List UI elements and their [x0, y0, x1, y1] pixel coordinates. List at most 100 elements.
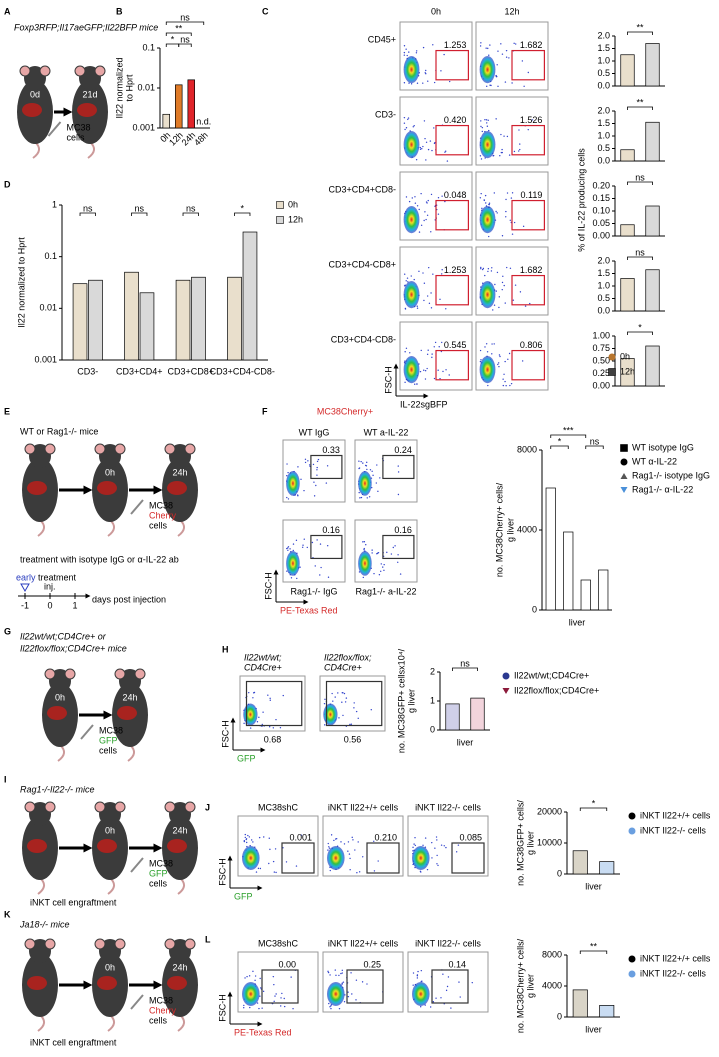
- flow-event: [514, 284, 517, 286]
- legend-label: 0h: [288, 199, 298, 209]
- flow-event: [485, 202, 487, 204]
- mouse-liver: [97, 839, 117, 853]
- flow-event: [440, 997, 442, 999]
- plot-label: iNKT Il22+/+ cells: [328, 802, 399, 812]
- bar: [620, 224, 635, 237]
- flow-event: [303, 489, 305, 492]
- flow-event: [272, 727, 275, 729]
- flow-event: [440, 350, 443, 353]
- flow-event: [359, 497, 361, 499]
- flow-event: [248, 836, 251, 838]
- flow-event: [480, 120, 482, 122]
- flow-event: [343, 1001, 346, 1003]
- panel-letter: K: [4, 909, 11, 919]
- flow-event: [311, 541, 314, 544]
- flow-event: [355, 999, 357, 1001]
- flow-event: [292, 1008, 294, 1010]
- flow-event: [272, 860, 275, 863]
- flow-event: [442, 370, 444, 373]
- flow-event: [499, 155, 501, 157]
- flow-event: [259, 867, 262, 870]
- flow-event: [487, 384, 489, 387]
- bar: [645, 43, 660, 87]
- legend-marker: [608, 368, 616, 376]
- legend-marker: [620, 473, 628, 479]
- syringe: [130, 994, 144, 1010]
- mouse-liver: [47, 706, 67, 720]
- flow-event: [504, 302, 506, 304]
- flow-event: [497, 362, 500, 364]
- flow-event: [362, 856, 364, 858]
- flow-event: [491, 343, 493, 345]
- flow-event: [506, 266, 508, 269]
- time-label: 24h: [122, 692, 137, 702]
- significance-label: ns: [635, 172, 645, 182]
- flow-event: [482, 267, 485, 270]
- y-tick-label: 2: [430, 666, 435, 676]
- bar: [620, 54, 635, 87]
- flow-event: [496, 212, 498, 214]
- flow-event: [494, 283, 496, 286]
- flow-density: [479, 206, 496, 234]
- flow-event: [500, 133, 502, 136]
- flow-event: [416, 974, 419, 976]
- flow-event: [503, 373, 505, 375]
- flow-event: [524, 305, 527, 307]
- flow-event: [283, 1005, 286, 1008]
- flow-event: [492, 309, 494, 311]
- flow-event: [297, 495, 299, 497]
- bar: [645, 205, 660, 237]
- flow-event: [487, 268, 490, 270]
- flow-event: [347, 841, 350, 843]
- flow-event: [327, 970, 329, 973]
- plot-label: CD4Cre+: [324, 662, 362, 672]
- flow-gate: [382, 454, 415, 480]
- flow-event: [427, 148, 430, 151]
- flow-event: [329, 869, 331, 872]
- flow-event: [319, 574, 321, 576]
- flow-event: [522, 225, 525, 228]
- bar: [162, 113, 170, 129]
- flow-event: [287, 471, 289, 474]
- flow-gate: [451, 842, 485, 874]
- mouse-ear: [24, 801, 36, 813]
- flow-event: [363, 541, 366, 543]
- flow-event: [328, 1002, 330, 1005]
- flow-event: [341, 692, 343, 694]
- flow-event: [414, 837, 416, 839]
- mouse-ear: [164, 938, 176, 950]
- flow-event: [380, 570, 382, 572]
- mouse-liver: [167, 481, 187, 495]
- flow-event: [501, 235, 504, 237]
- flow-event: [351, 993, 353, 995]
- flow-density: [479, 56, 496, 84]
- panel-letter: F: [262, 406, 268, 416]
- flow-event: [360, 460, 362, 463]
- flow-event: [283, 997, 285, 1000]
- bar: [580, 579, 591, 611]
- flow-event: [262, 711, 264, 713]
- flow-event: [484, 119, 486, 121]
- flow-event: [413, 278, 415, 281]
- syringe: [80, 724, 94, 740]
- y-axis-label: g liver: [525, 831, 535, 855]
- flow-density: [243, 703, 258, 726]
- significance-label: ns: [590, 436, 600, 446]
- treatment-marker: [20, 583, 30, 593]
- y-axis-label: no. MC38Cherry+ cells/: [515, 938, 525, 1033]
- flow-event: [255, 871, 258, 873]
- y-tick-label: 0.10: [592, 205, 610, 215]
- flow-gate: [310, 454, 343, 480]
- flow-y-label: FSC-H: [263, 572, 273, 600]
- flow-event: [252, 970, 254, 973]
- flow-event: [484, 346, 486, 348]
- flow-event: [426, 295, 429, 297]
- flow-event: [328, 847, 331, 849]
- legend-marker: [502, 672, 510, 680]
- flow-event: [431, 149, 433, 152]
- plot-label: Rag1-/- IgG: [290, 586, 337, 596]
- significance-bracket: [234, 212, 251, 216]
- flow-event: [406, 277, 409, 279]
- y-tick-label: 0.05: [592, 218, 610, 228]
- flow-event: [338, 974, 340, 977]
